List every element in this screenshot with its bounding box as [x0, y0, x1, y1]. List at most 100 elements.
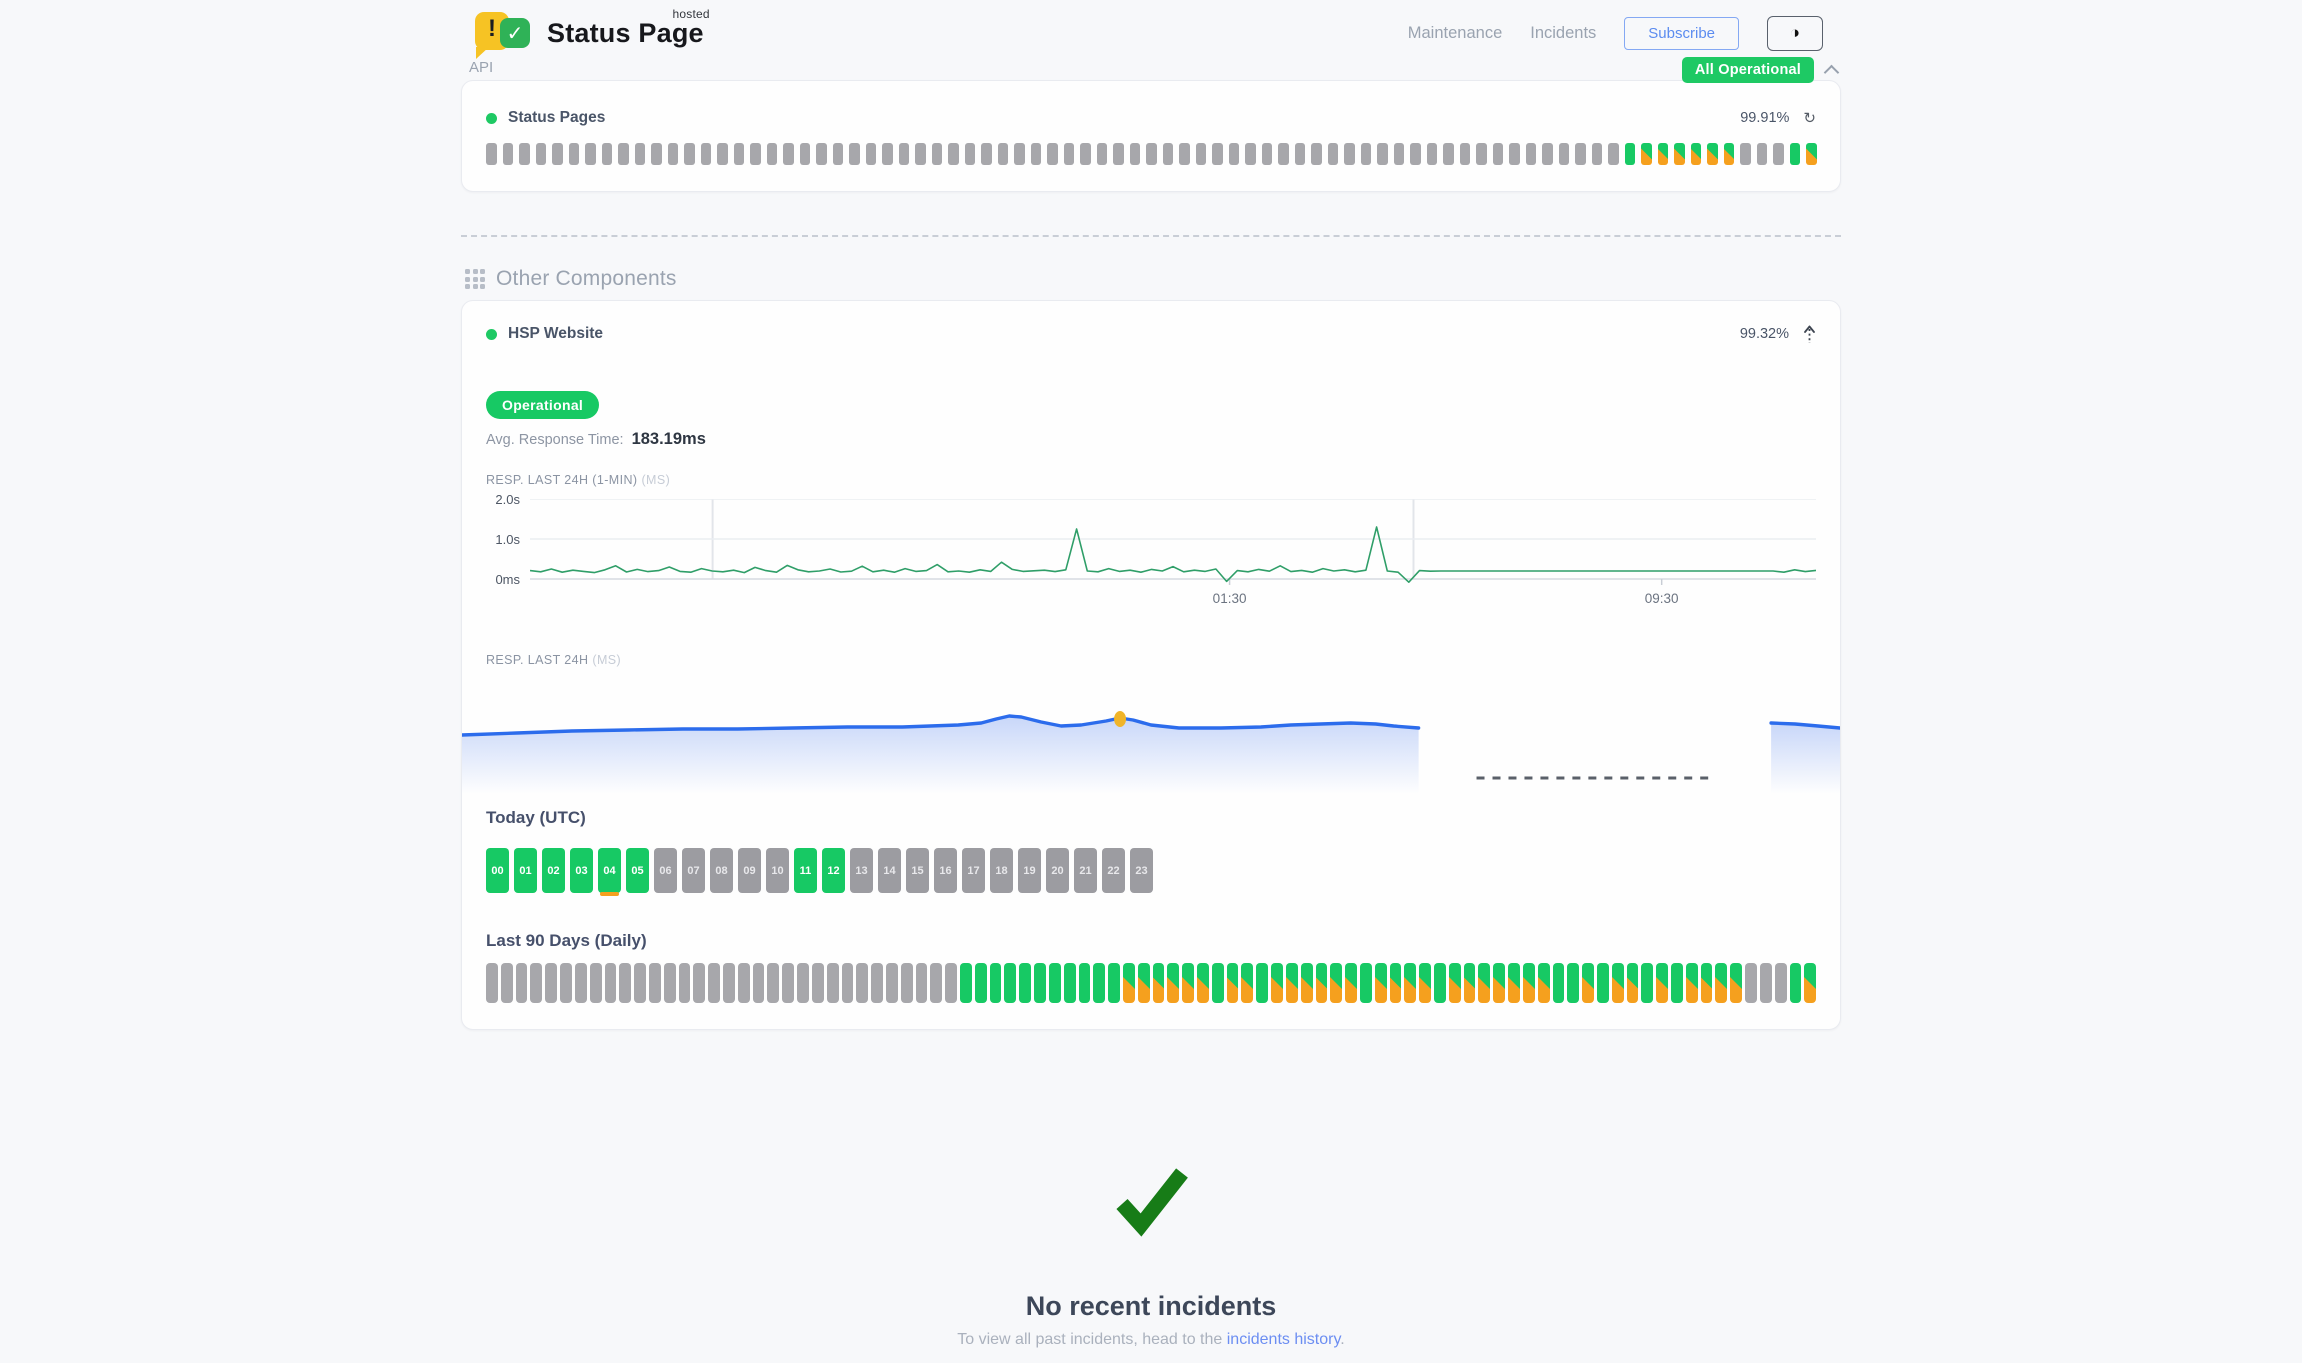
daily-uptime-bar[interactable]: [574, 963, 587, 1003]
daily-uptime-bar[interactable]: [1404, 963, 1417, 1003]
uptime-bar[interactable]: [1360, 143, 1371, 165]
uptime-bar[interactable]: [1657, 143, 1668, 165]
hour-cell-05[interactable]: 05: [626, 848, 649, 893]
daily-uptime-bar[interactable]: [1137, 963, 1150, 1003]
hour-cell-12[interactable]: 12: [822, 848, 845, 893]
daily-uptime-bar[interactable]: [1745, 963, 1757, 1003]
uptime-bar[interactable]: [1509, 143, 1520, 165]
hour-cell-03[interactable]: 03: [570, 848, 593, 893]
uptime-bar[interactable]: [865, 143, 876, 165]
daily-uptime-bar[interactable]: [915, 963, 928, 1003]
daily-uptime-bar[interactable]: [1626, 963, 1639, 1003]
daily-uptime-bar[interactable]: [1256, 963, 1269, 1003]
daily-uptime-bar[interactable]: [1759, 963, 1772, 1003]
daily-uptime-bar[interactable]: [619, 963, 632, 1003]
uptime-bar[interactable]: [1608, 143, 1619, 165]
daily-uptime-bar[interactable]: [1241, 963, 1254, 1003]
daily-uptime-bar[interactable]: [1093, 963, 1106, 1003]
daily-uptime-bar[interactable]: [1048, 963, 1061, 1003]
uptime-bar[interactable]: [651, 143, 662, 165]
hour-cell-22[interactable]: 22: [1102, 848, 1125, 893]
uptime-bar[interactable]: [816, 143, 827, 165]
daily-uptime-bar[interactable]: [1493, 963, 1506, 1003]
daily-uptime-bar[interactable]: [1448, 963, 1461, 1003]
daily-uptime-bar[interactable]: [1582, 963, 1594, 1003]
uptime-bar[interactable]: [1195, 143, 1206, 165]
daily-uptime-bar[interactable]: [737, 963, 750, 1003]
uptime-bar[interactable]: [552, 143, 563, 165]
daily-uptime-bar[interactable]: [1804, 963, 1817, 1003]
uptime-bar[interactable]: [1113, 143, 1124, 165]
uptime-bar[interactable]: [667, 143, 678, 165]
daily-uptime-bar[interactable]: [1004, 963, 1017, 1003]
hour-cell-06[interactable]: 06: [654, 848, 677, 893]
incidents-history-link[interactable]: incidents history: [1226, 1331, 1341, 1348]
uptime-bar[interactable]: [1806, 143, 1817, 165]
uptime-bar[interactable]: [700, 143, 711, 165]
uptime-bar[interactable]: [1014, 143, 1025, 165]
daily-uptime-bar[interactable]: [811, 963, 824, 1003]
daily-uptime-bar[interactable]: [500, 963, 513, 1003]
daily-uptime-bar[interactable]: [634, 963, 646, 1003]
uptime-bar[interactable]: [783, 143, 794, 165]
daily-uptime-bar[interactable]: [1122, 963, 1135, 1003]
hour-cell-15[interactable]: 15: [906, 848, 929, 893]
hour-cell-19[interactable]: 19: [1018, 848, 1041, 893]
daily-uptime-bar[interactable]: [1730, 963, 1743, 1003]
uptime-bar[interactable]: [882, 143, 893, 165]
daily-uptime-bar[interactable]: [693, 963, 706, 1003]
daily-uptime-bar[interactable]: [1226, 963, 1239, 1003]
daily-uptime-bar[interactable]: [1389, 963, 1402, 1003]
daily-uptime-bar[interactable]: [1596, 963, 1609, 1003]
daily-uptime-bar[interactable]: [1330, 963, 1343, 1003]
hour-cell-04[interactable]: 04: [598, 848, 621, 896]
uptime-bar[interactable]: [1641, 143, 1652, 165]
uptime-bar[interactable]: [1789, 143, 1800, 165]
daily-uptime-bar[interactable]: [1537, 963, 1550, 1003]
uptime-bar[interactable]: [1492, 143, 1503, 165]
hour-cell-02[interactable]: 02: [542, 848, 565, 893]
daily-uptime-bar[interactable]: [974, 963, 987, 1003]
uptime-bar[interactable]: [1740, 143, 1751, 165]
uptime-bar[interactable]: [618, 143, 629, 165]
daily-uptime-bar[interactable]: [900, 963, 913, 1003]
daily-uptime-bar[interactable]: [530, 963, 543, 1003]
uptime-bar[interactable]: [1096, 143, 1107, 165]
uptime-bar[interactable]: [832, 143, 843, 165]
daily-uptime-bar[interactable]: [515, 963, 528, 1003]
daily-uptime-bar[interactable]: [1108, 963, 1120, 1003]
uptime-bar[interactable]: [1591, 143, 1602, 165]
daily-uptime-bar[interactable]: [930, 963, 943, 1003]
daily-uptime-bar[interactable]: [945, 963, 957, 1003]
daily-uptime-bar[interactable]: [1434, 963, 1446, 1003]
uptime-bar[interactable]: [1393, 143, 1404, 165]
uptime-bar[interactable]: [1047, 143, 1058, 165]
subscribe-button[interactable]: Subscribe: [1624, 16, 1739, 50]
uptime-bar[interactable]: [1228, 143, 1239, 165]
uptime-bar[interactable]: [717, 143, 728, 165]
uptime-bar[interactable]: [519, 143, 530, 165]
daily-uptime-bar[interactable]: [1300, 963, 1313, 1003]
uptime-bar[interactable]: [931, 143, 942, 165]
hour-cell-10[interactable]: 10: [766, 848, 789, 893]
uptime-bar[interactable]: [535, 143, 546, 165]
daily-uptime-bar[interactable]: [1152, 963, 1165, 1003]
daily-uptime-bar[interactable]: [826, 963, 839, 1003]
uptime-bar[interactable]: [1459, 143, 1470, 165]
daily-uptime-bar[interactable]: [1508, 963, 1520, 1003]
daily-uptime-bar[interactable]: [1019, 963, 1032, 1003]
daily-uptime-bar[interactable]: [797, 963, 809, 1003]
daily-uptime-bar[interactable]: [1374, 963, 1387, 1003]
daily-uptime-bar[interactable]: [1611, 963, 1624, 1003]
daily-uptime-bar[interactable]: [1419, 963, 1431, 1003]
uptime-bar[interactable]: [1476, 143, 1487, 165]
hour-cell-13[interactable]: 13: [850, 848, 873, 893]
daily-uptime-bar[interactable]: [486, 963, 498, 1003]
daily-uptime-bar[interactable]: [1641, 963, 1654, 1003]
uptime-bar[interactable]: [486, 143, 497, 165]
uptime-bar[interactable]: [915, 143, 926, 165]
hour-cell-17[interactable]: 17: [962, 848, 985, 893]
uptime-bar[interactable]: [766, 143, 777, 165]
uptime-bar[interactable]: [1146, 143, 1157, 165]
uptime-bar[interactable]: [1162, 143, 1173, 165]
